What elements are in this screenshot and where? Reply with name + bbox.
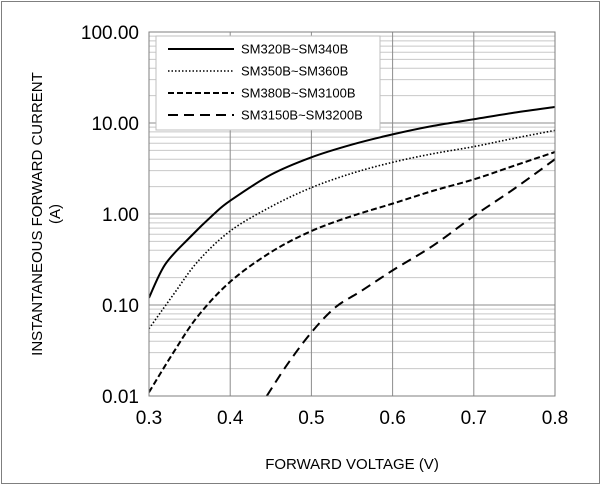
legend-label: SM350B~SM360B — [241, 64, 348, 79]
y-tick-label: 1.00 — [102, 205, 139, 226]
y-tick-label: 100.00 — [81, 23, 139, 44]
legend: SM320B~SM340B SM350B~SM360B SM380B~SM3100B… — [155, 35, 381, 131]
y-axis-label-unit: (A) — [47, 204, 64, 224]
y-axis-label: INSTANTANEOUS FORWARD CURRENT — [29, 72, 46, 356]
series-line-sm320b-sm340b — [149, 105, 555, 299]
x-tick-label: 0.4 — [217, 408, 244, 429]
series-layer — [149, 105, 555, 396]
x-tick-label: 0.3 — [136, 408, 162, 429]
plot-border — [148, 31, 556, 397]
series-line-sm380b-sm3100b — [149, 151, 555, 393]
x-axis-label: FORWARD VOLTAGE (V) — [265, 456, 439, 473]
x-tick-label: 0.5 — [298, 408, 324, 429]
legend-label: SM380B~SM3100B — [241, 86, 356, 101]
tick-labels: 0.3 0.4 0.5 0.6 0.7 0.8 100.00 10.00 1.00 0.10 0.0… — [81, 23, 568, 429]
x-tick-label: 0.8 — [542, 408, 568, 429]
legend-label: SM320B~SM340B — [241, 42, 348, 57]
series-line-sm3150b-sm3200b — [265, 158, 555, 396]
x-tick-label: 0.6 — [379, 408, 405, 429]
series-line-sm350b-sm360b — [149, 129, 555, 330]
y-tick-label: 0.01 — [102, 387, 139, 408]
y-tick-label: 10.00 — [91, 114, 139, 135]
legend-label: SM3150B~SM3200B — [241, 108, 363, 123]
x-tick-label: 0.7 — [461, 408, 487, 429]
y-tick-label: 0.10 — [102, 296, 139, 317]
